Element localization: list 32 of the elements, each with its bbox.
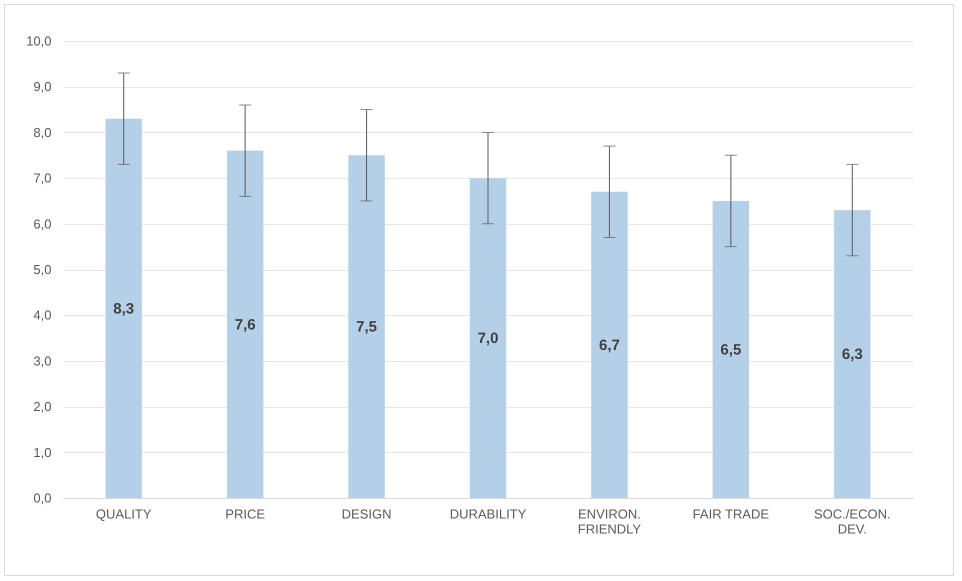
data-label: 7,5 [356, 318, 377, 336]
x-tick-label: SOC./ECON. DEV. [814, 506, 891, 536]
y-tick-label: 3,0 [33, 353, 52, 368]
x-tick-label: DURABILITY [450, 506, 527, 522]
y-tick-label: 9,0 [33, 79, 52, 94]
y-tick-label: 8,0 [33, 124, 52, 140]
y-tick-label: 5,0 [33, 262, 52, 277]
data-label: 6,7 [599, 336, 620, 354]
data-label: 7,6 [234, 316, 256, 334]
bar [348, 155, 385, 498]
x-tick-label: DESIGN [342, 506, 392, 522]
data-label: 7,0 [478, 330, 498, 348]
bar [470, 178, 506, 498]
bar [106, 118, 142, 498]
y-tick-label: 2,0 [33, 399, 52, 414]
x-tick-label: ENVIRON. FRIENDLY [578, 506, 642, 536]
bar [226, 150, 264, 498]
y-tick-label: 4,0 [33, 308, 52, 323]
y-tick-label: 6,0 [33, 216, 52, 232]
bar [712, 200, 750, 498]
data-label: 6,5 [720, 341, 742, 358]
y-tick-label: 7,0 [33, 170, 52, 186]
data-label: 6,3 [842, 346, 863, 364]
x-tick-label: PRICE [225, 506, 266, 522]
bar [591, 192, 628, 498]
bar [834, 210, 870, 498]
y-tick-label: 1,0 [33, 444, 52, 460]
y-tick-label: 0,0 [33, 490, 52, 506]
x-tick-label: QUALITY [96, 506, 152, 522]
y-tick-label: 10,0 [26, 34, 52, 48]
data-label: 8,3 [113, 300, 134, 318]
x-tick-label: FAIR TRADE [692, 506, 770, 522]
